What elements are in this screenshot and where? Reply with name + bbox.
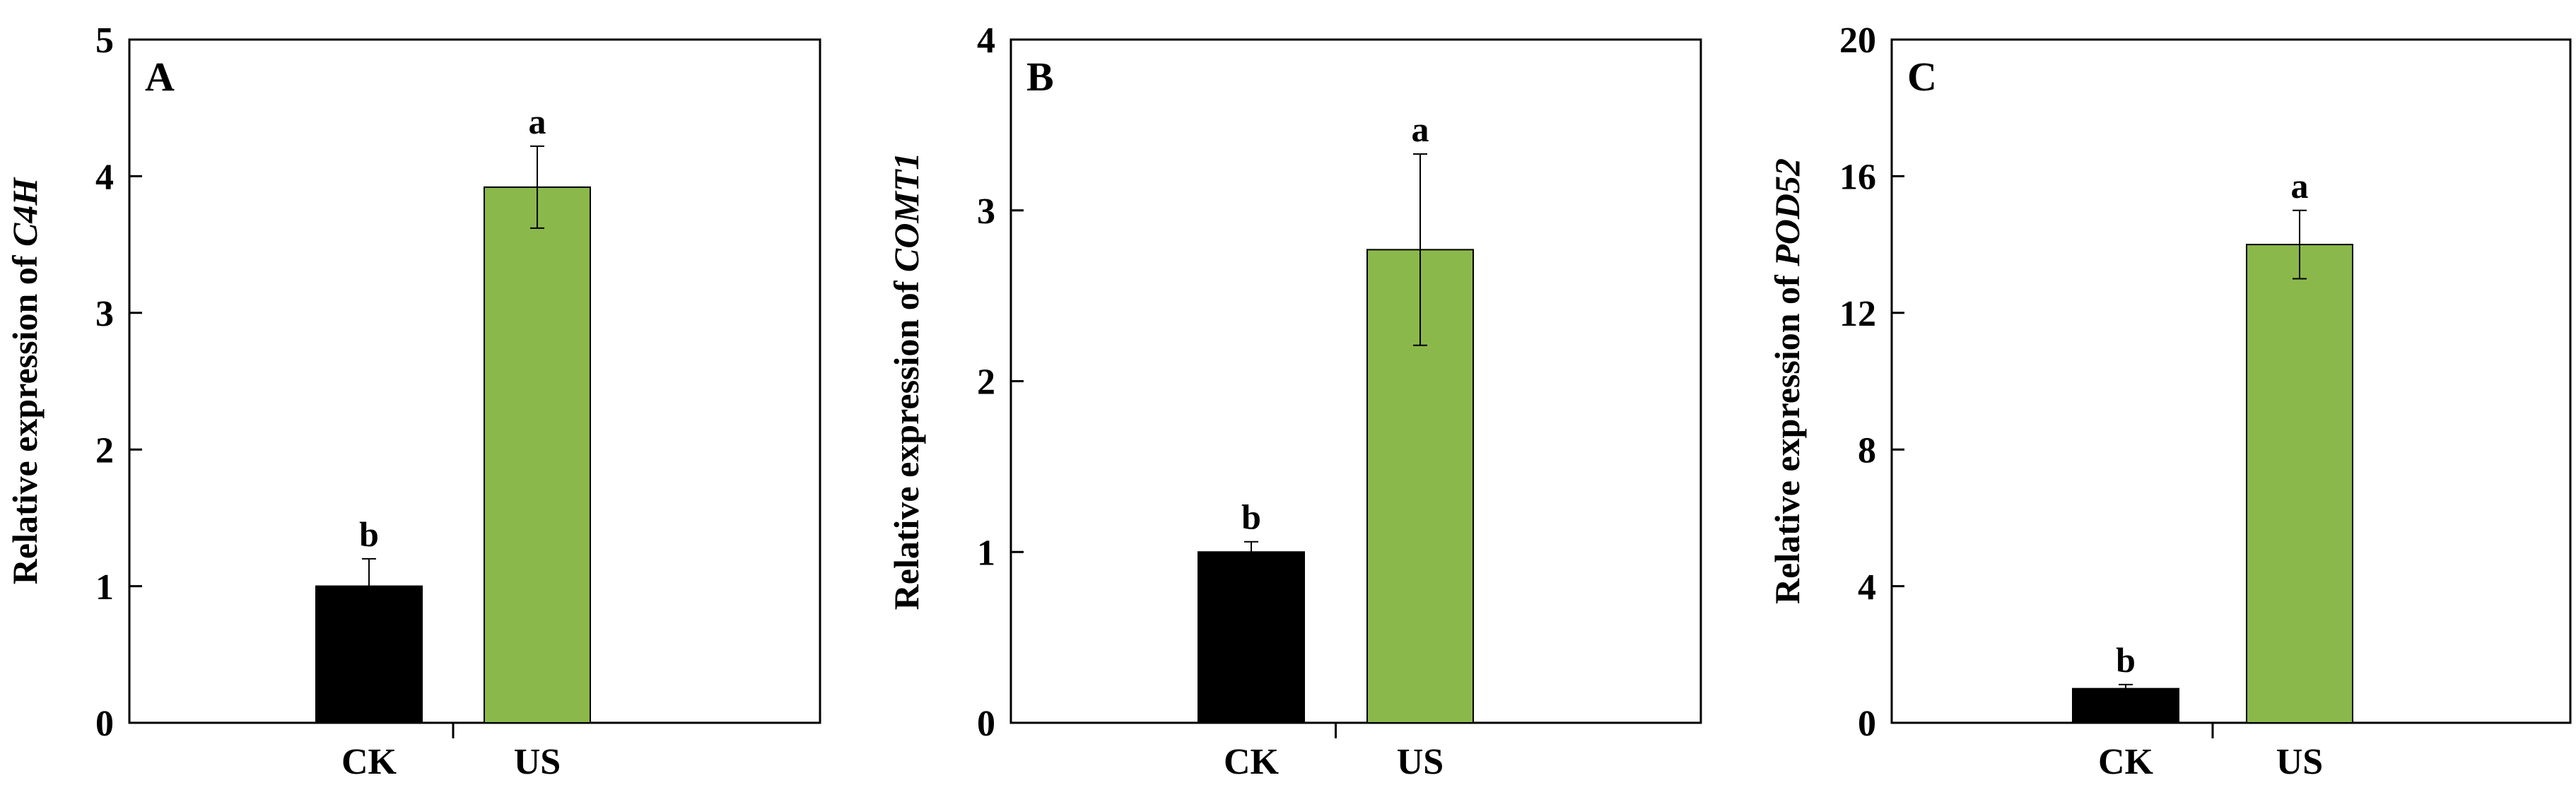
x-tick-label: CK (2098, 742, 2154, 782)
y-axis-label-gene: POD52 (1767, 158, 1807, 267)
x-tick-label: US (2276, 742, 2323, 782)
bar-ck (1198, 551, 1305, 724)
significance-label-us: a (1412, 110, 1429, 149)
bar-ck (2072, 687, 2179, 724)
y-tick-label: 4 (1858, 567, 1876, 608)
y-tick-label: 0 (1858, 704, 1876, 744)
significance-label-ck: b (359, 514, 379, 554)
y-tick-label: 3 (977, 191, 995, 232)
y-axis-label-prefix: Relative expression of (1767, 266, 1807, 604)
plot-frame (1890, 38, 2572, 724)
significance-label-us: a (2291, 166, 2309, 206)
significance-label-ck: b (2116, 640, 2136, 680)
significance-label-us: a (529, 102, 546, 141)
x-tick-label: US (1397, 742, 1444, 782)
chart-panel-c: 0 4 8 12 16 20 b CK a US C Relative expression of P… (1767, 20, 2572, 782)
y-tick-label: 8 (1858, 430, 1876, 471)
y-axis-label-prefix: Relative expression of (886, 272, 926, 610)
y-axis-label-gene: COMT1 (886, 153, 926, 272)
plot-frame (1009, 38, 1702, 724)
chart-panel-b: 0 1 2 3 4 b CK a US B Relative expression of COMT1 (886, 20, 1702, 782)
panel-label: A (145, 54, 175, 100)
y-tick-label: 16 (1839, 158, 1876, 198)
y-tick-label: 12 (1839, 294, 1876, 334)
significance-label-ck: b (1241, 497, 1261, 537)
plot-frame (128, 38, 821, 724)
panel-label: C (1907, 54, 1937, 100)
y-tick-label: 1 (95, 567, 114, 608)
y-axis-label: Relative expression of POD52 (1767, 158, 1807, 604)
y-tick-label: 1 (977, 533, 995, 573)
y-tick-label: 20 (1839, 20, 1876, 61)
x-tick-label: CK (341, 742, 397, 782)
chart-panel-a: 0 1 2 3 4 5 b CK a US A Relative expression of C4H (5, 20, 821, 782)
y-axis-label-gene: C4H (5, 177, 45, 247)
x-tick-label: US (514, 742, 561, 782)
y-tick-label: 2 (977, 362, 995, 403)
y-axis-label: Relative expression of COMT1 (886, 153, 926, 610)
y-axis-label-prefix: Relative expression of (5, 247, 45, 584)
y-tick-label: 4 (95, 158, 114, 198)
y-tick-label: 3 (95, 294, 114, 334)
panel-label: B (1026, 54, 1054, 100)
y-tick-label: 4 (977, 20, 995, 61)
y-axis-label: Relative expression of C4H (5, 177, 45, 585)
y-tick-label: 0 (95, 704, 114, 744)
y-tick-label: 2 (95, 430, 114, 471)
x-tick-label: CK (1224, 742, 1280, 782)
bar-us (484, 186, 591, 724)
bar-us (2246, 244, 2353, 724)
y-tick-label: 5 (95, 20, 114, 61)
y-tick-label: 0 (977, 704, 995, 744)
